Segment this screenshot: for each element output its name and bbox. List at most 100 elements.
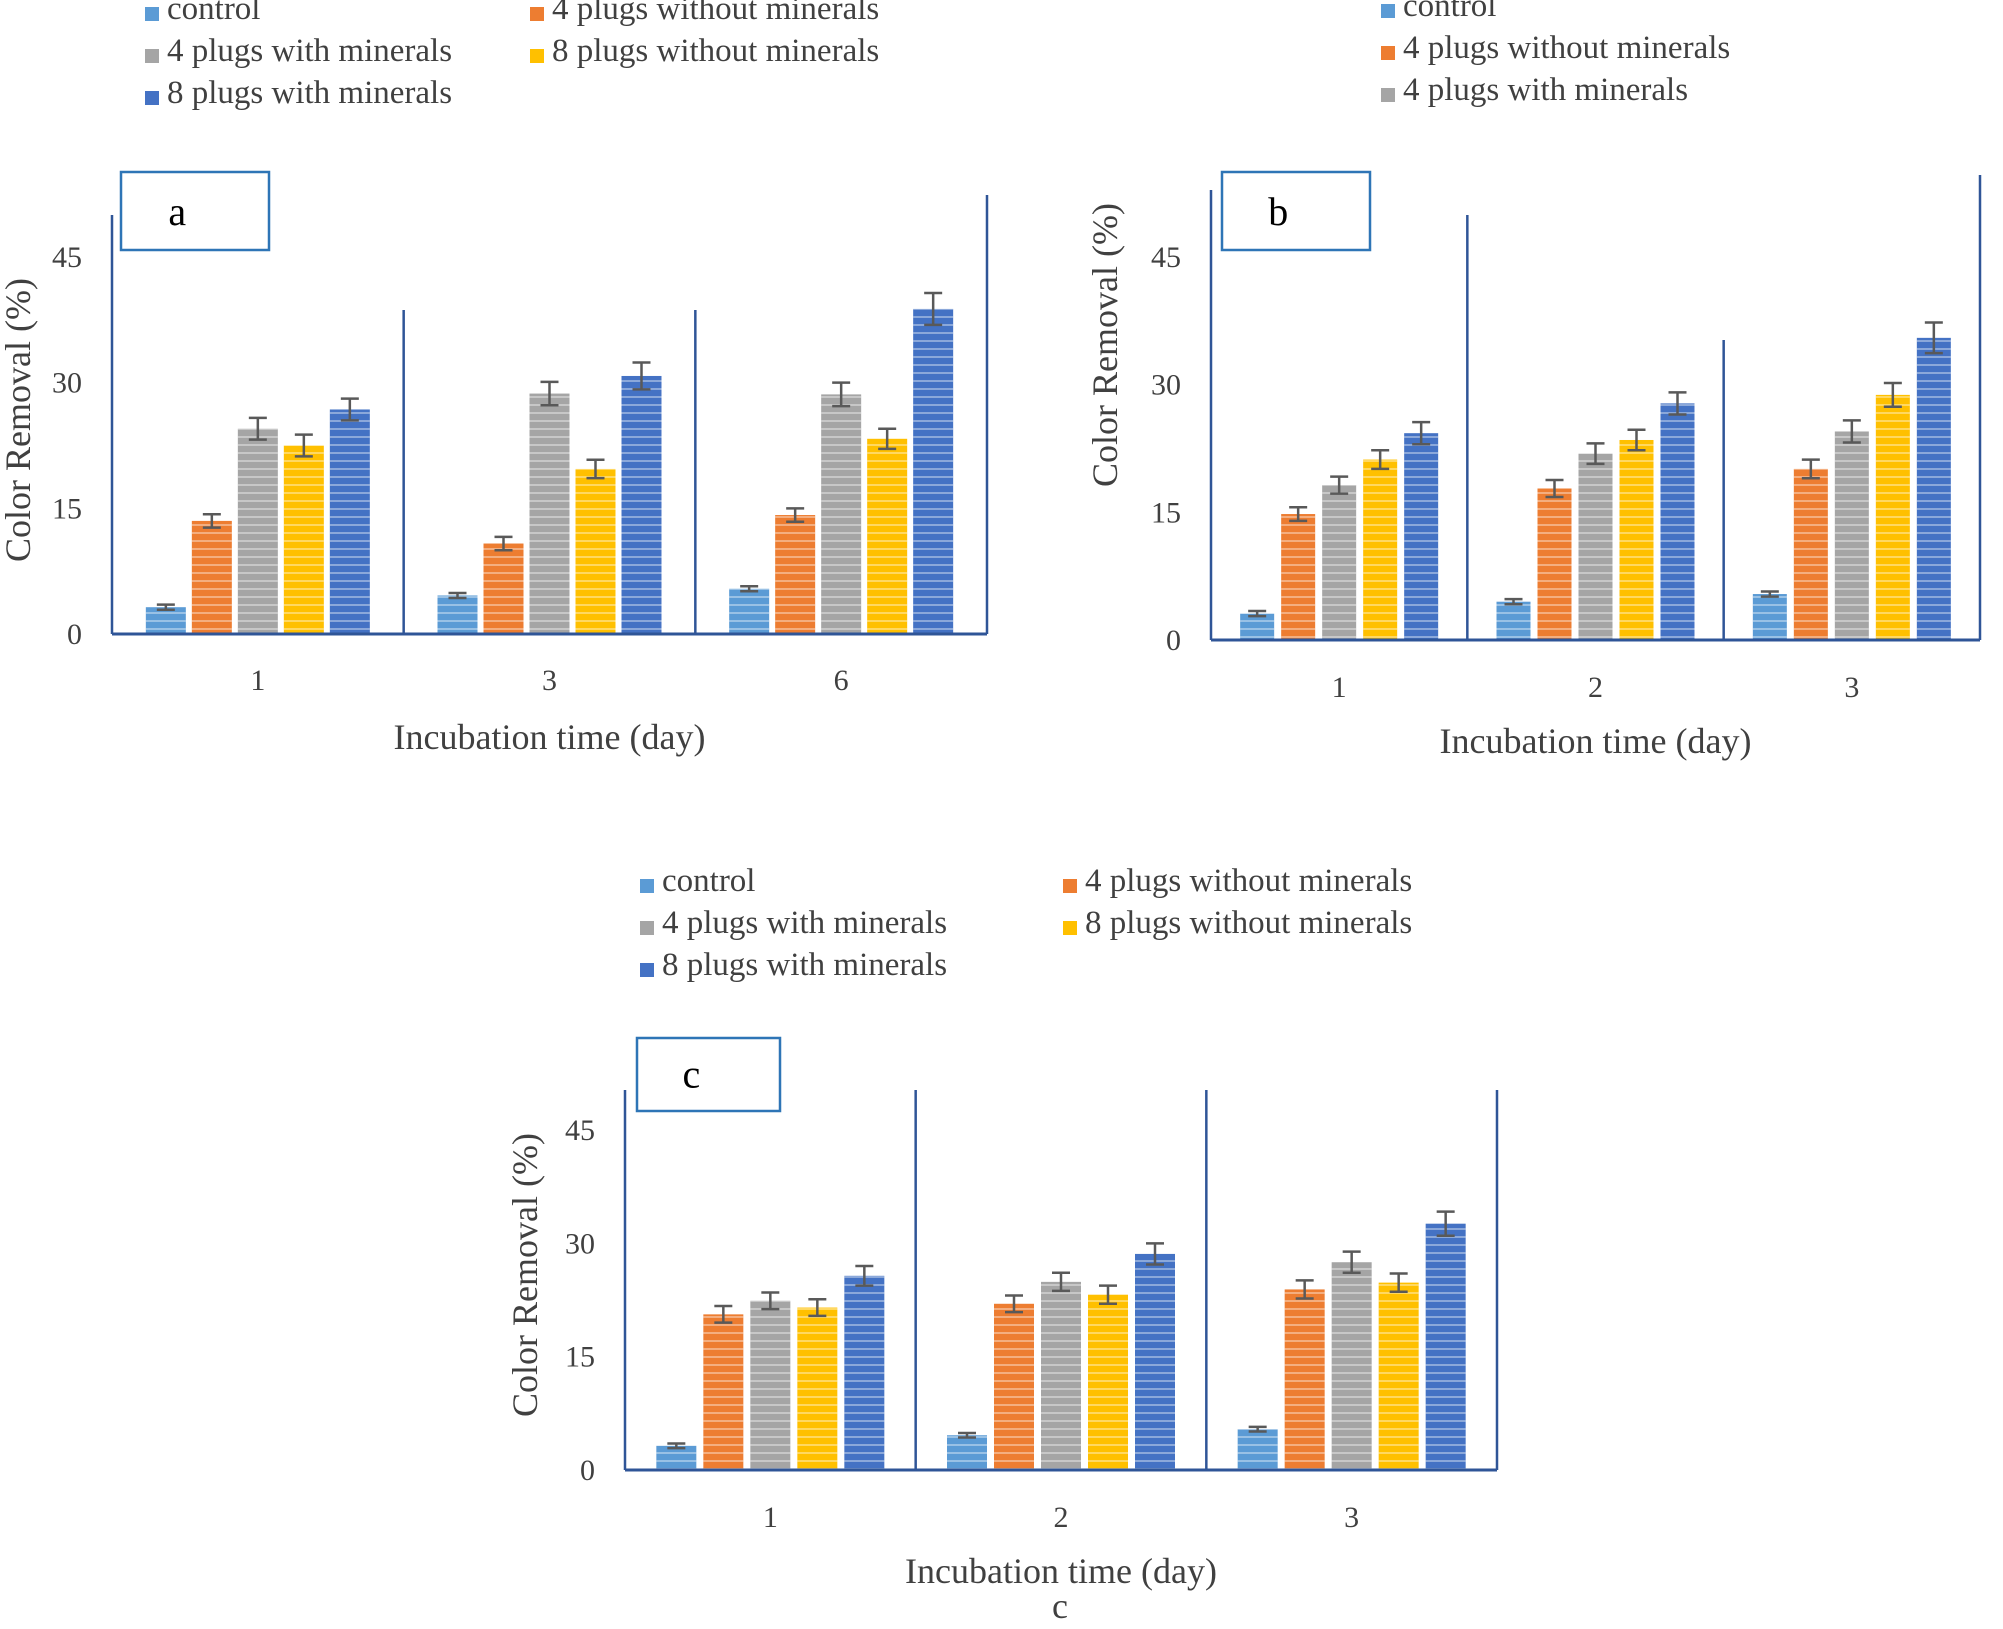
panel-c-y-tick-label: 45: [565, 1114, 595, 1147]
panel-a-bar-hatch: [621, 375, 662, 634]
panel-b-category-label: 3: [1844, 671, 1859, 704]
panel-a-y-tick-label: 45: [52, 241, 82, 274]
panel-c-bar-hatch: [1425, 1223, 1466, 1470]
panel-c-bar-hatch: [1237, 1429, 1278, 1470]
panel-a-error-bar: [156, 603, 175, 611]
panel-c-error-bar: [1389, 1272, 1408, 1293]
panel-b-error-bar: [1330, 475, 1349, 495]
panel-a-error-bar: [832, 381, 851, 408]
panel-c-y-tick-label: 0: [580, 1454, 595, 1487]
panel-a-bar-hatch: [191, 520, 232, 634]
panel-b-bar-hatch: [1660, 403, 1695, 640]
panel-a-bar-hatch: [237, 428, 278, 634]
panel-c-error-bar: [1436, 1210, 1455, 1238]
panel-b-legend-swatch: [1381, 4, 1395, 18]
panel-a-bar-hatch: [913, 308, 954, 634]
panel-b-category-label: 1: [1332, 671, 1347, 704]
panel-c-x-axis-label: Incubation time (day): [905, 1551, 1217, 1591]
panel-a-y-tick-label: 15: [52, 492, 82, 525]
panel-b-legend-label: control: [1403, 0, 1496, 24]
panel-b-y-tick-label: 30: [1151, 369, 1181, 402]
panel-a-error-bar: [340, 397, 359, 422]
panel-a-label: a: [168, 189, 186, 234]
panel-c-bar-hatch: [947, 1435, 987, 1470]
panel-c-error-bar: [1342, 1250, 1361, 1275]
panel-b-legend-label: 4 plugs with minerals: [1403, 72, 1688, 108]
panel-c-error-bar: [761, 1291, 780, 1311]
panel-b-y-tick-label: 0: [1166, 624, 1181, 657]
panel-a-x-axis-label: Incubation time (day): [394, 717, 706, 757]
panel-c-bar-hatch: [1331, 1262, 1372, 1470]
panel-c-category-label: 2: [1054, 1501, 1069, 1534]
panel-b-bar-hatch: [1363, 459, 1398, 640]
panel-c-axes: [623, 1090, 1499, 1472]
panel-c-categories: 1 2 3: [763, 1501, 1359, 1534]
panel-a-error-bar: [248, 416, 267, 441]
panel-b-error-bar: [1504, 597, 1523, 606]
figure-caption: c: [1052, 1586, 1068, 1626]
panel-a-axes: [110, 195, 989, 636]
panel-c-legend-label: control: [662, 863, 755, 899]
panel-a-error-bar: [448, 591, 467, 600]
panel-a-legend-label: 4 plugs with minerals: [167, 33, 452, 69]
panel-a-error-bar: [740, 584, 759, 593]
panel-c-bar-hatch: [703, 1314, 744, 1470]
panel-c-bar-hatch: [750, 1300, 791, 1470]
panel-c-bar-hatch: [1378, 1282, 1419, 1470]
panel-b-y-axis-label: Color Removal (%): [1085, 203, 1125, 487]
panel-c-error-bar: [667, 1442, 686, 1450]
panel-c-legend-swatch: [640, 879, 654, 893]
panel-a-error-bar: [586, 458, 605, 480]
panel-a-legend-label: 4 plugs without minerals: [552, 0, 879, 27]
panel-a-bar-hatch: [575, 468, 616, 634]
panel-c-bar-hatch: [1041, 1281, 1081, 1470]
panel-b-error-bar: [1801, 458, 1820, 480]
panel-a: control 4 plugs without minerals 4 plugs w…: [0, 0, 989, 757]
panel-a-y-tick-label: 30: [52, 367, 82, 400]
panel-c-error-bar: [808, 1297, 827, 1318]
panel-a-error-bar: [786, 507, 805, 523]
panel-b-x-axis-label: Incubation time (day): [1440, 721, 1752, 761]
panel-c-bars: [656, 1210, 1466, 1470]
panel-c-error-bar: [1146, 1242, 1164, 1266]
panel-b-bar-hatch: [1834, 431, 1869, 640]
panel-a-y-axis-label: Color Removal (%): [0, 278, 38, 562]
panel-c-legend-label: 8 plugs without minerals: [1085, 905, 1412, 941]
panel-b-axes: [1209, 175, 1982, 642]
panel-a-bar-hatch: [145, 607, 186, 634]
panel-b-bar-hatch: [1240, 613, 1275, 640]
panel-c-category-label: 3: [1344, 1501, 1359, 1534]
panel-a-bar-hatch: [283, 445, 324, 634]
panel-a-legend-swatch: [530, 7, 544, 21]
panel-c-error-bar: [958, 1431, 976, 1439]
panel-c-legend-swatch: [1063, 921, 1077, 935]
panel-a-error-bar: [540, 380, 559, 407]
panel-a-legend-swatch: [145, 7, 159, 21]
panel-a-error-bar: [202, 512, 221, 529]
panel-c-y-tick-label: 30: [565, 1227, 595, 1260]
panel-a-error-bar: [294, 433, 313, 458]
panel-a-category-label: 1: [250, 664, 265, 697]
panel-c-legend-label: 8 plugs with minerals: [662, 947, 947, 983]
panel-a-bar-hatch: [483, 543, 524, 634]
panel-b-label-box: b: [1220, 170, 1372, 252]
panel-b-error-bar: [1924, 321, 1943, 355]
panel-a-legend-label: 8 plugs with minerals: [167, 75, 452, 111]
panel-b-bar-hatch: [1404, 433, 1439, 640]
panel-b-bar-hatch: [1619, 439, 1654, 640]
panel-b-bar-hatch: [1793, 468, 1828, 640]
panel-c-y-ticks: 0 15 30 45: [565, 1114, 595, 1487]
panel-c: control 4 plugs without minerals 4 plugs w…: [505, 863, 1499, 1591]
panel-c-error-bar: [1099, 1284, 1117, 1306]
panel-a-bar-hatch: [529, 393, 570, 634]
panel-a-category-label: 6: [834, 664, 849, 697]
panel-b-bar-hatch: [1281, 514, 1316, 640]
panel-c-bar-hatch: [1284, 1289, 1325, 1470]
panel-b-bar-hatch: [1578, 453, 1613, 640]
panel-c-y-tick-label: 15: [565, 1341, 595, 1374]
panel-b-categories: 1 2 3: [1332, 671, 1860, 704]
panel-c-label-box: c: [635, 1036, 782, 1113]
panel-c-error-bar: [1248, 1425, 1267, 1433]
panel-b-error-bar: [1883, 381, 1902, 409]
panel-a-categories: 1 3 6: [250, 664, 848, 697]
